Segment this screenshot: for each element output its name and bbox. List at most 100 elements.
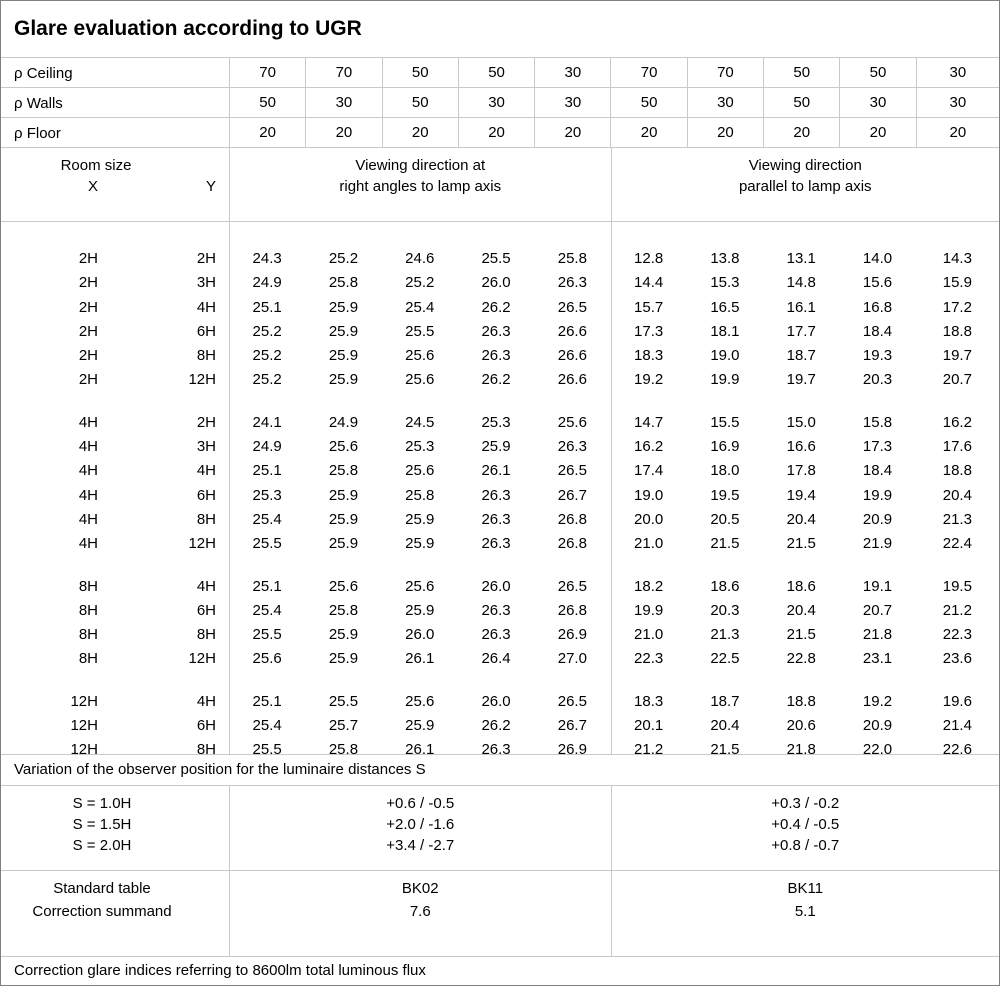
reflectance-value: 20 xyxy=(305,118,381,148)
variation-parallel: +0.3 / -0.2 xyxy=(771,795,840,812)
ugr-value-parallel: 21.2 xyxy=(634,741,664,759)
variation-section: S = 1.0H S = 1.5H S = 2.0H +0.6 / -0.5 +2.0 … xyxy=(1,786,999,871)
ugr-value-right-angles: 25.6 xyxy=(557,413,587,431)
right-angles-header-cell: Viewing direction at right angles to lam… xyxy=(229,148,611,221)
ugr-value-right-angles: 24.3 xyxy=(252,250,282,267)
ugr-table-row: 8H 8H 25.5 25.9 26.0 26.3 26.9 21.0 21.3 21.5 21.8… xyxy=(1,623,999,647)
reflectance-value: 50 xyxy=(381,88,458,118)
room-size-y-value: 8H xyxy=(196,626,216,644)
parallel-header-cell: Viewing direction parallel to lamp axis xyxy=(610,148,1000,221)
page-title: Glare evaluation according to UGR xyxy=(1,1,999,58)
ugr-value-parallel: 20.3 xyxy=(862,371,893,389)
standard-table-section: Standard table Correction summand BK02 7.6 B… xyxy=(1,871,999,957)
reflectance-value: 30 xyxy=(915,88,999,118)
ugr-value-parallel: 16.8 xyxy=(862,298,893,316)
ugr-value-right-angles: 25.6 xyxy=(405,371,435,389)
ugr-value-parallel: 20.3 xyxy=(710,601,740,619)
ugr-value-right-angles: 26.9 xyxy=(557,626,587,644)
column-divider-line xyxy=(229,222,230,754)
ugr-value-parallel: 15.7 xyxy=(634,298,664,316)
reflectance-value: 20 xyxy=(839,118,915,148)
ugr-value-right-angles: 25.3 xyxy=(481,413,511,431)
ugr-value-right-angles: 25.1 xyxy=(252,298,282,316)
ugr-value-right-angles: 25.4 xyxy=(252,510,282,528)
ugr-value-parallel: 20.9 xyxy=(862,510,893,528)
ugr-value-parallel: 19.1 xyxy=(862,577,893,595)
room-size-y-value: 6H xyxy=(196,601,216,619)
ugr-value-parallel: 15.5 xyxy=(710,413,740,431)
ugr-value-parallel: 18.7 xyxy=(710,692,740,710)
ugr-value-parallel: 20.4 xyxy=(942,486,972,504)
variation-right-angles-column: +0.6 / -0.5 +2.0 / -1.6 +3.4 / -2.7 xyxy=(229,786,611,870)
ugr-value-right-angles: 25.3 xyxy=(252,486,282,504)
ugr-value-parallel: 18.6 xyxy=(710,577,740,595)
ugr-value-right-angles: 26.3 xyxy=(481,601,511,619)
ugr-row-group: 8H 4H 25.1 25.6 25.6 26.0 26.5 18.2 18.6 18.6 19.1… xyxy=(1,575,999,672)
ugr-table-row: 2H 3H 24.9 25.8 25.2 26.0 26.3 14.4 15.3 14.8 15.6… xyxy=(1,271,999,295)
ugr-value-right-angles: 26.3 xyxy=(481,510,511,528)
ugr-value-parallel: 16.2 xyxy=(942,413,972,431)
ugr-value-parallel: 14.0 xyxy=(862,250,893,267)
ugr-value-parallel: 15.8 xyxy=(862,413,893,431)
ugr-value-right-angles: 25.6 xyxy=(252,650,282,668)
standard-right-angles-column: BK02 7.6 xyxy=(229,871,611,956)
ugr-value-parallel: 19.9 xyxy=(862,486,893,504)
ugr-value-right-angles: 25.9 xyxy=(328,322,359,340)
ugr-value-right-angles: 25.8 xyxy=(557,250,587,267)
ugr-value-parallel: 17.2 xyxy=(942,298,972,316)
reflectance-value: 20 xyxy=(686,118,763,148)
ugr-value-parallel: 20.5 xyxy=(710,510,740,528)
ugr-value-parallel: 23.6 xyxy=(942,650,972,668)
ugr-value-parallel: 22.3 xyxy=(634,650,664,668)
variation-parallel-column: +0.3 / -0.2 +0.4 / -0.5 +0.8 / -0.7 xyxy=(610,786,1000,870)
room-size-x-value: 4H xyxy=(78,486,98,504)
reflectance-value: 20 xyxy=(229,118,305,148)
ugr-value-parallel: 19.0 xyxy=(710,347,740,365)
ugr-value-right-angles: 26.7 xyxy=(557,486,587,504)
reflectance-value: 30 xyxy=(839,88,915,118)
ugr-table-row: 12H 4H 25.1 25.5 25.6 26.0 26.5 18.3 18.7 18.8 19.… xyxy=(1,690,999,714)
ugr-value-parallel: 17.8 xyxy=(786,462,816,480)
room-size-x-value: 2H xyxy=(78,322,98,340)
room-size-y-value: 4H xyxy=(196,692,216,710)
room-size-y-value: 4H xyxy=(196,577,216,595)
ugr-value-parallel: 18.3 xyxy=(634,692,664,710)
ugr-value-parallel: 21.3 xyxy=(710,626,740,644)
ugr-value-parallel: 19.5 xyxy=(942,577,972,595)
room-size-x-value: 2H xyxy=(78,250,98,267)
ugr-value-parallel: 17.3 xyxy=(862,438,893,456)
variation-label: S = 2.0H xyxy=(72,837,132,854)
ugr-value-parallel: 15.3 xyxy=(710,274,740,292)
room-size-y-value: 6H xyxy=(196,717,216,735)
ugr-table-row: 2H 2H 24.3 25.2 24.6 25.5 25.8 12.8 13.8 13.1 14.0… xyxy=(1,247,999,271)
ugr-value-parallel: 20.7 xyxy=(862,601,893,619)
reflectance-value: 50 xyxy=(229,88,305,118)
room-size-y-value: 12H xyxy=(188,535,216,553)
ugr-table-row: 4H 4H 25.1 25.8 25.6 26.1 26.5 17.4 18.0 17.8 18.4… xyxy=(1,459,999,483)
reflectance-row: ρ Ceiling 70 70 50 50 30 70 70 50 50 30 xyxy=(1,58,999,88)
ugr-value-parallel: 21.3 xyxy=(942,510,972,528)
ugr-table-row: 2H 12H 25.2 25.9 25.6 26.2 26.6 19.2 19.9 19.7 20.… xyxy=(1,368,999,392)
standard-right-angles: 7.6 xyxy=(409,903,431,920)
room-size-x-value: 4H xyxy=(78,413,98,431)
standard-parallel-column: BK11 5.1 xyxy=(610,871,1000,956)
room-size-x-value: 8H xyxy=(78,577,98,595)
ugr-value-right-angles: 26.0 xyxy=(481,692,511,710)
ugr-value-right-angles: 25.8 xyxy=(405,486,435,504)
reflectance-value: 50 xyxy=(381,58,458,88)
ugr-value-right-angles: 26.3 xyxy=(481,741,511,759)
group-divider-line xyxy=(610,222,612,754)
ugr-value-right-angles: 26.2 xyxy=(481,371,511,389)
room-size-x-value: 12H xyxy=(70,692,98,710)
ugr-table-row: 8H 4H 25.1 25.6 25.6 26.0 26.5 18.2 18.6 18.6 19.1… xyxy=(1,575,999,599)
ugr-value-right-angles: 26.8 xyxy=(557,601,587,619)
variation-right-angles: +3.4 / -2.7 xyxy=(386,837,455,854)
ugr-table-row: 4H 6H 25.3 25.9 25.8 26.3 26.7 19.0 19.5 19.4 19.9… xyxy=(1,484,999,508)
ugr-value-right-angles: 25.9 xyxy=(328,535,359,553)
ugr-value-parallel: 15.6 xyxy=(862,274,893,292)
ugr-value-parallel: 18.8 xyxy=(942,462,972,480)
ugr-value-right-angles: 25.6 xyxy=(405,577,435,595)
reflectance-value: 20 xyxy=(915,118,999,148)
reflectance-value: 50 xyxy=(610,88,686,118)
right-angles-header-line1: Viewing direction at xyxy=(355,157,486,174)
